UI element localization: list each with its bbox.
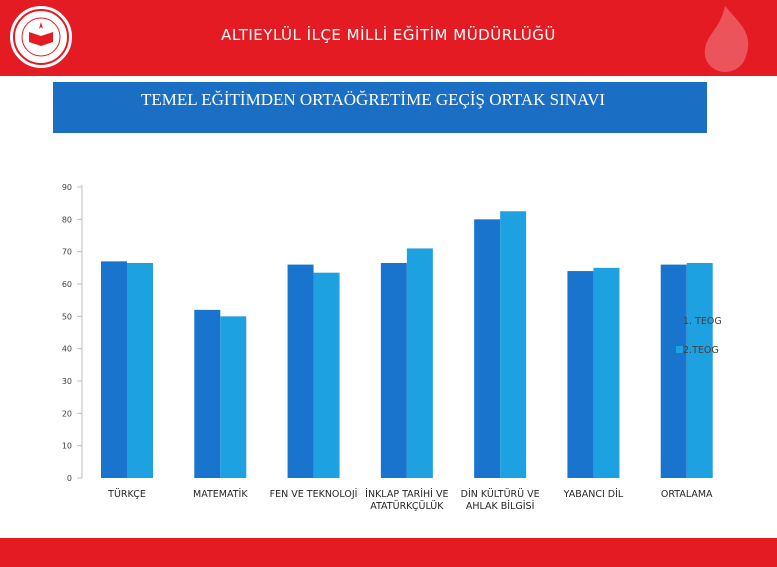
x-tick-label: İNKLAP TARİHİ VE [365,489,448,500]
bar-teog2 [220,316,247,478]
x-tick-label: AHLAK BİLGİSİ [466,501,535,512]
bar-teog2 [406,248,433,478]
x-tick-label: DİN KÜLTÜRÜ VE [461,489,540,500]
y-tick-label: 40 [62,345,72,354]
bar-teog1 [380,262,407,478]
chart-title: TEMEL EĞİTİMDEN ORTAÖĞRETİME GEÇİŞ ORTAK… [140,90,606,109]
legend-label: 1. TEOG [683,316,722,327]
x-tick-label: FEN VE TEKNOLOJİ [270,489,358,500]
x-tick-label: TÜRKÇE [107,489,146,500]
bar-teog2 [500,211,527,478]
y-tick-label: 0 [67,474,72,483]
bar-teog1 [660,264,687,478]
bar-teog1 [101,261,127,478]
x-tick-label: ATATÜRKÇÜLÜK [370,501,444,512]
x-tick-label: YABANCI DİL [563,489,624,500]
footer-bar [0,538,777,567]
ministry-logo [10,6,72,68]
flame-watermark-icon [704,6,749,72]
y-tick-label: 10 [62,442,72,451]
legend-swatch [676,317,683,324]
bar-teog1 [194,309,221,478]
y-tick-label: 30 [62,377,72,386]
bar-teog1 [474,219,501,479]
bar-teog1 [287,264,314,478]
chart-title-box [53,82,707,133]
legend-swatch [676,346,683,353]
legend-label: 2.TEOG [683,345,719,356]
y-tick-label: 60 [62,280,72,289]
y-tick-label: 80 [62,215,72,224]
x-tick-label: MATEMATİK [193,489,248,500]
y-tick-label: 70 [62,248,72,257]
bar-teog2 [686,262,713,478]
bar-teog2 [127,262,153,478]
bar-teog2 [593,267,620,478]
header-bar [0,0,777,76]
x-tick-label: ORTALAMA [661,489,713,500]
bar-teog1 [567,271,594,478]
y-tick-label: 50 [62,312,72,321]
y-tick-label: 20 [62,409,72,418]
bar-teog2 [313,272,340,478]
header-title: ALTIEYLÜL İLÇE MİLLİ EĞİTİM MÜDÜRLÜĞÜ [221,26,556,44]
y-tick-label: 90 [62,183,72,192]
